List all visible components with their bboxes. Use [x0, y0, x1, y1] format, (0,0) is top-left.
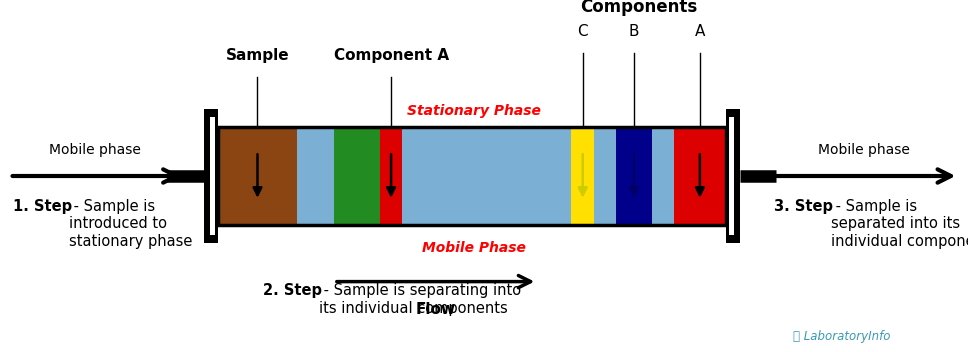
Bar [616, 127, 652, 225]
Text: - Sample is
introduced to
stationary phase: - Sample is introduced to stationary pha… [69, 199, 192, 249]
Text: 3. Step: 3. Step [774, 199, 833, 214]
Bar [380, 127, 402, 225]
Bar [210, 117, 215, 235]
Text: Component A: Component A [334, 48, 448, 63]
Text: - Sample is
separated into its
individual components: - Sample is separated into its individua… [831, 199, 968, 249]
Text: Ⓛ LaboratoryInfo: Ⓛ LaboratoryInfo [794, 330, 891, 343]
Bar [571, 127, 594, 225]
Text: A: A [695, 24, 705, 39]
Text: 1. Step: 1. Step [13, 199, 72, 214]
Text: C: C [578, 24, 588, 39]
Bar [402, 127, 571, 225]
Bar [594, 127, 616, 225]
Bar [652, 127, 674, 225]
Bar [729, 117, 734, 235]
Text: Flow: Flow [415, 302, 456, 317]
Bar [726, 109, 740, 243]
Text: Mobile Phase: Mobile Phase [422, 241, 527, 255]
Text: Stationary Phase: Stationary Phase [408, 104, 541, 118]
Text: - Sample is separating into
its individual components: - Sample is separating into its individu… [319, 283, 522, 316]
Bar [218, 127, 726, 225]
Text: Sample: Sample [226, 48, 289, 63]
Text: B: B [629, 24, 639, 39]
Text: Mobile phase: Mobile phase [49, 143, 140, 157]
Bar [297, 127, 334, 225]
Bar [218, 127, 297, 225]
Bar [334, 127, 380, 225]
Bar [204, 109, 218, 243]
Bar [218, 127, 726, 225]
Bar [674, 127, 726, 225]
Text: Components: Components [580, 0, 698, 16]
Text: Mobile phase: Mobile phase [818, 143, 909, 157]
Text: 2. Step: 2. Step [263, 283, 322, 298]
